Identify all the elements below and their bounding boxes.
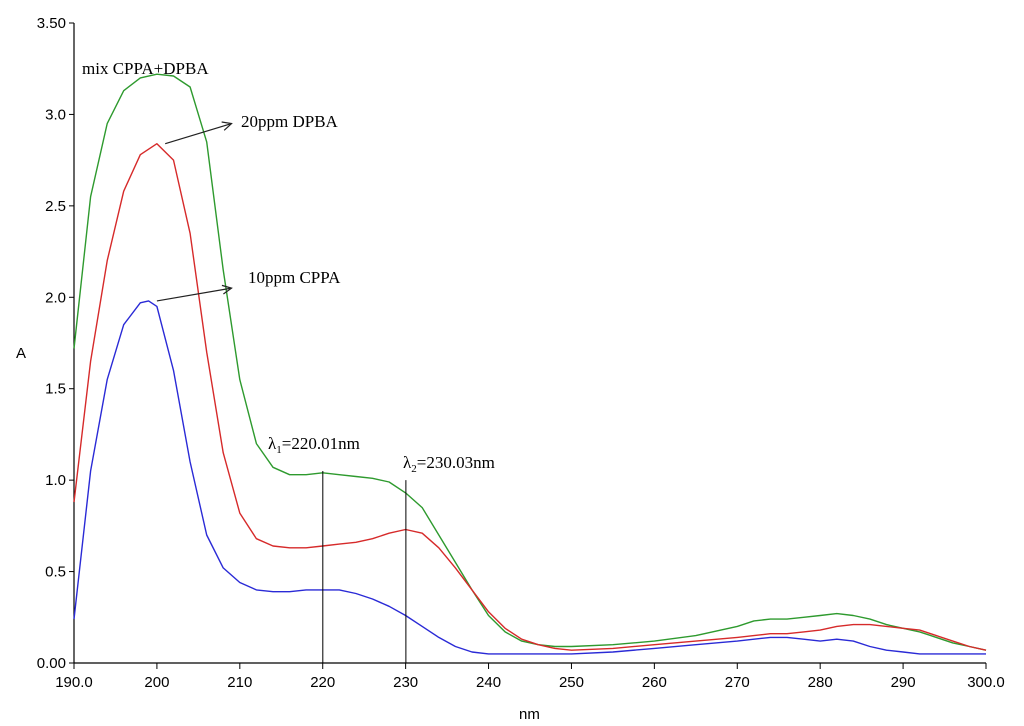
x-tick-label: 240	[476, 674, 501, 691]
tick-group: 190.0 200 210 220 230 240 250 260 270 280 290 300.0…	[37, 15, 1005, 691]
lambda2-subscript: 2	[411, 463, 417, 475]
arrow-group	[156, 121, 233, 302]
arrow-head-icon	[221, 121, 233, 131]
x-tick-label: 260	[642, 674, 667, 691]
dpba-series-label: 20ppm DPBA	[241, 112, 339, 131]
y-tick-label: 1.5	[45, 381, 66, 398]
x-tick-label: 270	[725, 674, 750, 691]
lambda1-subscript: 1	[276, 444, 282, 456]
axes	[73, 23, 986, 664]
arrow-head-icon	[221, 284, 233, 295]
lambda2-symbol: λ	[403, 453, 412, 472]
x-axis-label: nm	[519, 706, 540, 723]
series-line-10ppm-cppa	[73, 300, 986, 655]
series-line-20ppm-dpba	[73, 142, 987, 651]
y-tick-label: 2.0	[45, 289, 66, 306]
mix-series-label: mix CPPA+DPBA	[82, 59, 209, 78]
y-tick-label: 2.5	[45, 198, 66, 215]
vline-group	[322, 471, 407, 663]
series-line-mix-cppa-dpba	[73, 73, 987, 651]
x-tick-label: 230	[393, 674, 418, 691]
lambda1-annotation: λ1=220.01nm	[268, 434, 360, 456]
arrow-shaft	[156, 287, 232, 302]
y-axis-label: A	[16, 345, 26, 362]
y-tick-label: 3.0	[45, 106, 66, 123]
x-tick-label: 280	[808, 674, 833, 691]
x-tick-label: 200	[144, 674, 169, 691]
x-tick-label: 300.0	[967, 674, 1005, 691]
y-tick-label: 0.5	[45, 564, 66, 581]
y-tick-label: 3.50	[37, 15, 66, 32]
lambda1-value: =220.01nm	[282, 434, 360, 453]
x-tick-label: 220	[310, 674, 335, 691]
series-group	[73, 73, 987, 655]
x-tick-label: 250	[559, 674, 584, 691]
lambda1-symbol: λ	[268, 434, 277, 453]
x-tick-label: 210	[227, 674, 252, 691]
x-tick-label: 290	[891, 674, 916, 691]
cppa-series-label: 10ppm CPPA	[248, 268, 341, 287]
y-tick-label: 1.0	[45, 472, 66, 489]
lambda2-annotation: λ2=230.03nm	[403, 453, 495, 475]
x-tick-label: 190.0	[55, 674, 93, 691]
y-tick-label: 0.00	[37, 655, 66, 672]
arrow-shaft	[165, 122, 232, 145]
lambda2-value: =230.03nm	[417, 453, 495, 472]
